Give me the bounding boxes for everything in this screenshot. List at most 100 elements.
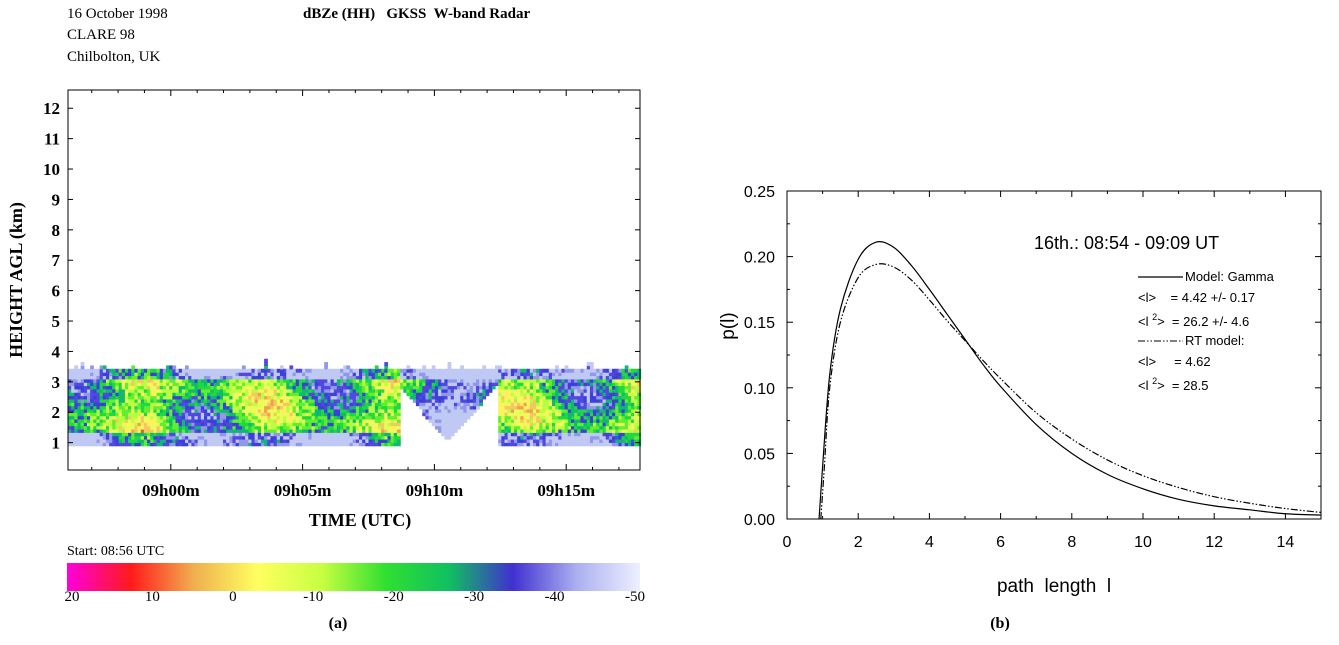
radar-echo-cell (523, 425, 528, 430)
radar-echo-cell (574, 378, 578, 383)
radar-echo-cell (286, 428, 291, 433)
radar-echo-cell (273, 425, 278, 430)
radar-echo-cell (624, 368, 629, 373)
radar-echo-cell (109, 418, 113, 423)
radar-echo-cell (441, 425, 446, 430)
radar-echo-cell (86, 442, 91, 447)
radar-echo-cell (567, 368, 572, 373)
radar-echo-cell (343, 422, 347, 427)
radar-echo-cell (355, 422, 360, 427)
radar-echo-cell (324, 395, 328, 400)
radar-echo-cell (612, 442, 616, 447)
radar-echo-cell (368, 438, 373, 443)
radar-echo-cell (551, 392, 556, 397)
radar-echo-cell (83, 405, 88, 410)
radar-echo-cell (608, 388, 613, 393)
radar-echo-cell (238, 418, 243, 423)
radar-echo-cell (166, 408, 170, 413)
radar-echo-cell (558, 405, 563, 410)
radar-echo-cell (514, 398, 518, 403)
radar-echo-cell (510, 428, 515, 433)
radar-echo-cell (393, 408, 398, 413)
radar-echo-cell (564, 415, 569, 420)
radar-echo-cell (115, 418, 120, 423)
radar-echo-cell (469, 398, 474, 403)
radar-echo-cell (143, 415, 148, 420)
radar-echo-cell (311, 378, 316, 383)
radar-echo-cell (264, 408, 268, 413)
radar-echo-cell (517, 428, 521, 433)
radar-echo-cell (90, 415, 94, 420)
radar-echo-cell (627, 422, 632, 427)
radar-echo-cell (615, 398, 619, 403)
radar-echo-cell (428, 392, 433, 397)
radar-echo-cell (558, 442, 563, 447)
radar-echo-cell (178, 375, 183, 380)
radar-echo-cell (298, 382, 303, 387)
radar-echo-cell (156, 438, 161, 443)
radar-echo-cell (409, 375, 414, 380)
radar-echo-cell (583, 422, 588, 427)
radar-echo-cell (507, 395, 512, 400)
radar-echo-cell (596, 415, 601, 420)
radar-echo-cell (222, 395, 227, 400)
radar-echo-cell (406, 365, 411, 370)
radar-echo-cell (181, 432, 186, 437)
radar-echo-cell (444, 378, 449, 383)
radar-echo-cell (381, 442, 385, 447)
radar-echo-cell (86, 432, 91, 437)
radar-echo-cell (536, 435, 540, 440)
radar-echo-cell (86, 415, 91, 420)
radar-echo-cell (580, 432, 585, 437)
radar-echo-cell (200, 392, 205, 397)
radar-echo-cell (279, 385, 284, 390)
radar-echo-cell (197, 382, 202, 387)
radar-echo-cell (390, 395, 395, 400)
radar-echo-cell (507, 398, 512, 403)
radar-echo-cell (374, 378, 379, 383)
radar-echo-cell (624, 388, 629, 393)
radar-echo-cell (276, 428, 281, 433)
radar-echo-cell (608, 392, 613, 397)
radar-x-tick-label: 09h15m (537, 481, 595, 500)
radar-echo-cell (469, 368, 474, 373)
radar-echo-cell (428, 415, 433, 420)
radar-echo-cell (248, 395, 253, 400)
radar-echo-cell (99, 372, 104, 377)
radar-echo-cell (321, 432, 325, 437)
radar-echo-cell (574, 438, 578, 443)
radar-echo-cell (305, 398, 309, 403)
radar-echo-cell (577, 398, 582, 403)
radar-echo-cell (302, 372, 306, 377)
radar-echo-cell (333, 368, 338, 373)
radar-echo-cell (631, 385, 635, 390)
radar-echo-cell (362, 428, 366, 433)
radar-echo-cell (453, 405, 458, 410)
radar-echo-cell (93, 368, 98, 373)
radar-echo-cell (219, 368, 224, 373)
radar-echo-cell (260, 388, 265, 393)
radar-echo-cell (131, 412, 136, 417)
radar-echo-cell (377, 422, 382, 427)
radar-echo-cell (526, 405, 531, 410)
radar-echo-cell (501, 432, 506, 437)
radar-echo-cell (292, 368, 297, 373)
radar-echo-cell (175, 392, 180, 397)
radar-echo-cell (627, 378, 632, 383)
radar-echo-cell (321, 375, 325, 380)
radar-echo-cell (444, 385, 449, 390)
radar-echo-cell (317, 402, 322, 407)
radar-echo-cell (460, 408, 464, 413)
radar-echo-cell (574, 395, 578, 400)
radar-echo-cell (415, 382, 420, 387)
radar-echo-cell (156, 412, 161, 417)
radar-echo-cell (169, 405, 173, 410)
radar-echo-cell (276, 372, 281, 377)
radar-echo-cell (96, 405, 101, 410)
radar-echo-cell (558, 388, 563, 393)
radar-echo-cell (317, 418, 322, 423)
radar-echo-cell (387, 382, 392, 387)
radar-echo-cell (131, 435, 136, 440)
radar-echo-cell (460, 398, 464, 403)
radar-echo-cell (191, 388, 196, 393)
